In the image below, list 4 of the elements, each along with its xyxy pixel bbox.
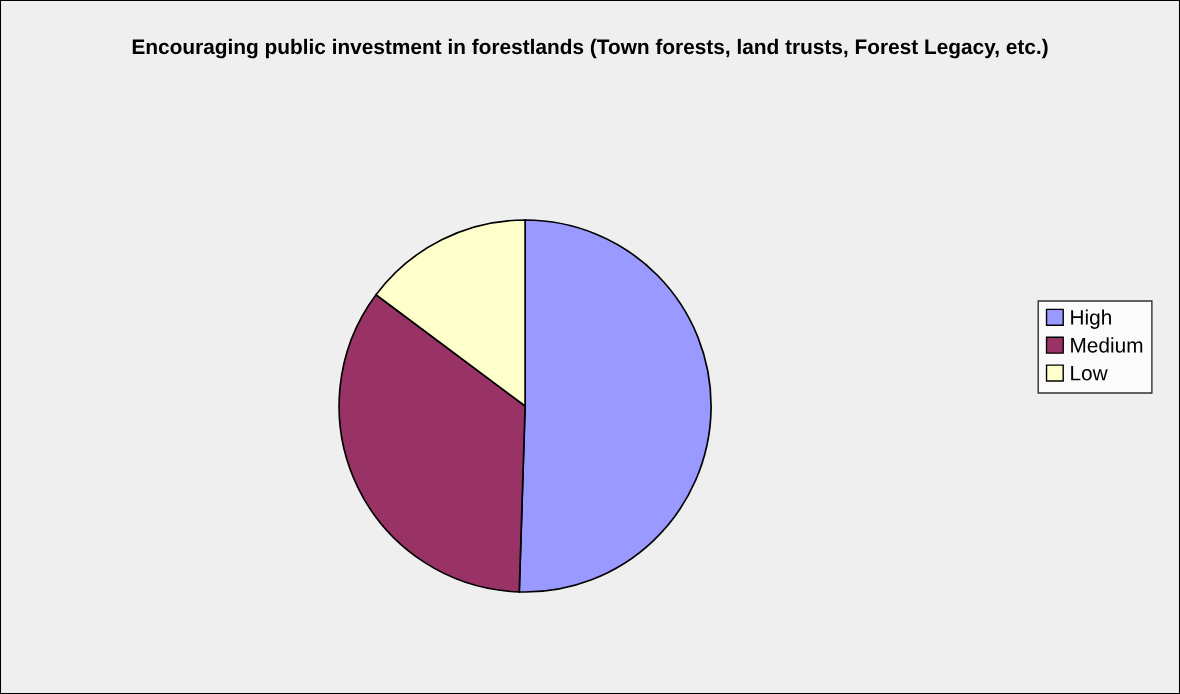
chart-title: Encouraging public investment in forestlands (Town forests, land trusts, Forest Legacy, etc.) (132, 38, 1048, 59)
legend-label: High (1071, 309, 1111, 329)
legend-label: Low (1071, 365, 1108, 381)
legend-label: Medium (1071, 337, 1143, 353)
